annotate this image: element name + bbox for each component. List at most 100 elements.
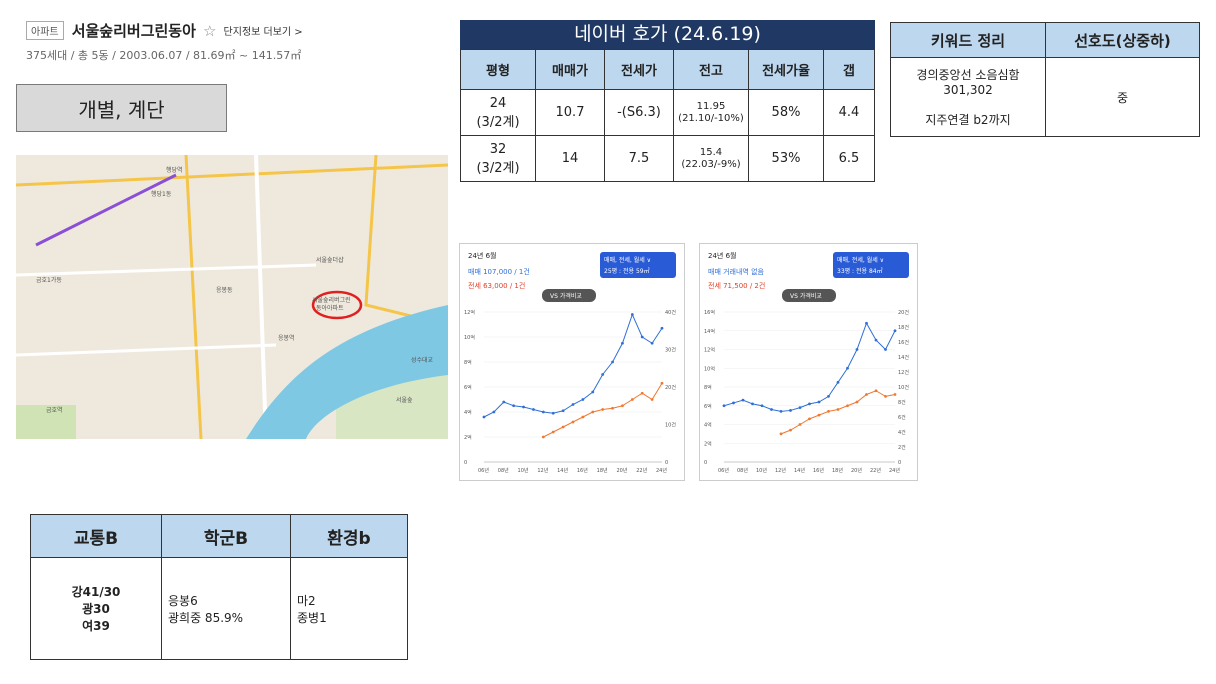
- favorite-star-icon[interactable]: ☆: [203, 21, 217, 40]
- compare-button-label: VS 가격비교: [550, 292, 582, 300]
- x-tick: 22년: [870, 467, 881, 474]
- cell-jeonse: -(S6.3): [604, 89, 674, 136]
- data-point: [640, 391, 644, 395]
- header-environment: 환경b: [290, 514, 408, 558]
- cell-keywords: 경의중앙선 소음심함 301,302 지주연결 b2까지: [890, 57, 1046, 137]
- y-right-tick: 20건: [898, 309, 909, 316]
- y-left-tick: 8억: [704, 384, 712, 391]
- data-point: [581, 415, 585, 419]
- data-point: [561, 409, 565, 413]
- data-point: [789, 428, 792, 432]
- y-left-tick: 16억: [704, 309, 715, 316]
- cell-gap: 6.5: [823, 135, 875, 182]
- y-right-tick: 40건: [665, 309, 676, 316]
- y-right-tick: 4건: [898, 429, 906, 436]
- data-point: [482, 415, 486, 419]
- data-point: [640, 335, 644, 339]
- header-transport: 교통B: [30, 514, 162, 558]
- x-tick: 18년: [597, 467, 608, 474]
- environment-line: 마2: [297, 593, 316, 608]
- header-sale: 매매가: [535, 49, 605, 90]
- y-right-tick: 30건: [665, 347, 676, 354]
- score-header-row: 교통B 학군B 환경b: [30, 514, 408, 558]
- y-right-tick: 8건: [898, 399, 906, 406]
- x-tick: 16년: [813, 467, 824, 474]
- data-point: [836, 408, 840, 411]
- score-table: 교통B 학군B 환경b 강41/30 광30 여39 응봉6 광희중 85.9%…: [30, 514, 408, 660]
- keyword-line: 경의중앙선 소음심함 301,302: [916, 68, 1020, 97]
- x-tick: 10년: [756, 467, 767, 474]
- chart-sale-text: 매매 107,000 / 1건: [468, 267, 530, 276]
- cell-sale: 14: [535, 135, 605, 182]
- data-point: [621, 404, 624, 408]
- size-sub: (3/2계): [476, 114, 520, 130]
- data-point: [865, 393, 868, 396]
- chart-filter-label: 매매, 전세, 월세 ∨: [837, 256, 884, 264]
- map-canvas: [16, 155, 448, 439]
- data-point: [630, 313, 634, 316]
- y-right-tick: 18건: [898, 324, 909, 331]
- data-point: [817, 413, 821, 417]
- x-tick: 20년: [616, 467, 627, 474]
- cell-environment: 마2 종병1: [290, 557, 408, 660]
- map-label-geumho: 금호1가동: [36, 277, 62, 284]
- data-point: [808, 402, 811, 406]
- series-line-전세: [780, 390, 896, 435]
- data-point: [855, 400, 859, 404]
- table-row: 24 (3/2계) 10.7 -(S6.3) 11.95 (21.10/-10%) …: [460, 89, 875, 136]
- cell-high: 11.95 (21.10/-10%): [673, 89, 749, 136]
- cell-ratio: 53%: [748, 135, 824, 182]
- size-sub: (3/2계): [476, 160, 520, 176]
- data-point: [846, 404, 849, 408]
- price-chart-33: 24년 6월 매매 거래내역 없음 전세 71,500 / 2건 매매, 전세, 월세…: [699, 243, 918, 481]
- apartment-meta: 375세대 / 총 5동 / 2003.06.07 / 81.69㎡ ~ 141…: [26, 49, 302, 62]
- header-ratio: 전세가율: [748, 49, 824, 90]
- data-point: [621, 341, 624, 345]
- apartment-title-row: 아파트 서울숲리버그린동아 ☆ 단지정보 더보기 >: [26, 20, 406, 41]
- chart-jeonse-text: 전세 63,000 / 1건: [468, 281, 525, 290]
- data-point: [817, 400, 821, 404]
- y-left-tick: 10억: [704, 365, 715, 372]
- cell-preference: 중: [1045, 57, 1200, 137]
- cell-high: 15.4 (22.03/-9%): [673, 135, 749, 182]
- y-right-tick: 14건: [898, 354, 909, 361]
- cell-size: 32 (3/2계): [460, 135, 536, 182]
- data-point: [532, 408, 535, 411]
- y-left-tick: 0: [704, 460, 707, 466]
- school-line: 응봉6: [168, 593, 198, 608]
- size-value: 32: [489, 141, 507, 157]
- complex-info-more-link[interactable]: 단지정보 더보기 >: [223, 27, 303, 38]
- x-tick: 24년: [656, 467, 667, 474]
- data-point: [601, 408, 605, 411]
- apartment-header: 아파트 서울숲리버그린동아 ☆ 단지정보 더보기 > 375세대 / 총 5동 …: [26, 20, 406, 63]
- y-left-tick: 8억: [464, 359, 472, 366]
- data-point: [522, 405, 525, 409]
- x-tick: 16년: [577, 467, 588, 474]
- y-right-tick: 6건: [898, 414, 906, 421]
- chart-jeonse-text: 전세 71,500 / 2건: [708, 281, 765, 290]
- data-point: [611, 406, 614, 410]
- data-point: [779, 432, 783, 436]
- data-point: [512, 404, 516, 408]
- transport-line: 강41/30: [71, 585, 121, 599]
- data-point: [798, 423, 802, 426]
- data-point: [561, 425, 565, 429]
- y-right-tick: 2건: [898, 444, 906, 451]
- data-point: [874, 338, 878, 342]
- data-point: [571, 420, 575, 424]
- cell-ratio: 58%: [748, 89, 824, 136]
- high-value: 11.95: [696, 100, 726, 112]
- transport-line: 여39: [82, 619, 110, 633]
- data-point: [789, 409, 792, 412]
- data-point: [630, 398, 634, 401]
- data-point: [893, 329, 897, 333]
- series-line-매매: [723, 322, 896, 412]
- size-value: 24: [489, 95, 507, 111]
- data-point: [770, 408, 773, 411]
- data-point: [855, 348, 859, 351]
- map-label-seoulforest: 서울숲: [396, 397, 413, 404]
- chart-filter-button: [600, 252, 676, 278]
- cell-jeonse: 7.5: [604, 135, 674, 182]
- data-point: [884, 348, 887, 351]
